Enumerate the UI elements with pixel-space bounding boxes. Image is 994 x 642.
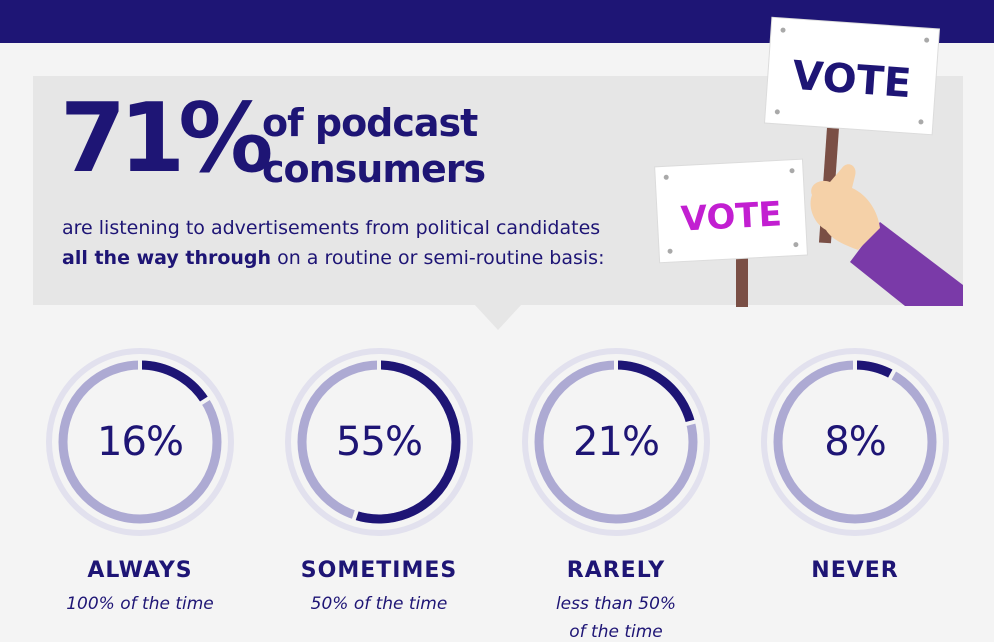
category-label: SOMETIMES <box>300 558 458 583</box>
category-description-line: less than 50% <box>555 594 677 614</box>
panel-pointer <box>474 304 522 330</box>
subtext-bold: all the way through <box>62 247 272 269</box>
donut-outer-ring <box>285 348 473 536</box>
donut-gap <box>198 395 212 407</box>
headline-percent: 71% <box>60 84 273 194</box>
category-description-line: of the time <box>569 622 663 642</box>
subtext-line-2: all the way through on a routine or semi… <box>62 243 662 273</box>
headline-subtext: are listening to advertisements from pol… <box>62 213 662 273</box>
donut-outer-ring <box>46 348 234 536</box>
donut-gap <box>683 419 698 427</box>
category-label: NEVER <box>811 558 899 583</box>
category-description: 50% of the time <box>269 590 489 618</box>
big-sign-board <box>763 16 941 136</box>
category-label: RARELY <box>566 558 666 583</box>
donut-svg <box>761 348 949 536</box>
small-sign-text: VOTE <box>680 194 783 239</box>
big-sign: VOTE <box>763 16 941 136</box>
donut-svg <box>522 348 710 536</box>
donut-percent-label: 55% <box>336 419 423 465</box>
donut-gap <box>886 367 898 382</box>
big-sign-text: VOTE <box>791 53 913 107</box>
donut-sometimes: 55% <box>284 347 474 537</box>
donut-never: 8% <box>760 347 950 537</box>
headline-text: of podcast consumers <box>262 100 486 192</box>
donut-gap <box>351 507 360 523</box>
donut-svg <box>285 348 473 536</box>
subtext-line-1: are listening to advertisements from pol… <box>62 217 601 239</box>
small-sign-board <box>654 158 808 264</box>
donut-always: 16% <box>45 347 235 537</box>
donut-percent-label: 16% <box>97 419 184 465</box>
donut-percent-label: 8% <box>824 419 886 465</box>
headline-line-1: of podcast <box>262 101 478 145</box>
category-description: 100% of the time <box>30 590 250 618</box>
donut-outer-ring <box>522 348 710 536</box>
donut-svg <box>46 348 234 536</box>
small-sign: VOTE <box>654 158 808 264</box>
category-description-line: 100% of the time <box>66 594 214 614</box>
category-description: less than 50% of the time <box>506 590 726 642</box>
donut-rarely: 21% <box>521 347 711 537</box>
sleeve <box>850 222 963 306</box>
category-description-line: 50% of the time <box>310 594 448 614</box>
donut-percent-label: 21% <box>573 419 660 465</box>
donut-outer-ring <box>761 348 949 536</box>
category-label: ALWAYS <box>87 558 193 583</box>
subtext-rest: on a routine or semi-routine basis: <box>271 247 605 269</box>
hand <box>810 164 880 250</box>
small-sign-pole <box>736 245 748 307</box>
headline-line-2: consumers <box>262 147 486 191</box>
